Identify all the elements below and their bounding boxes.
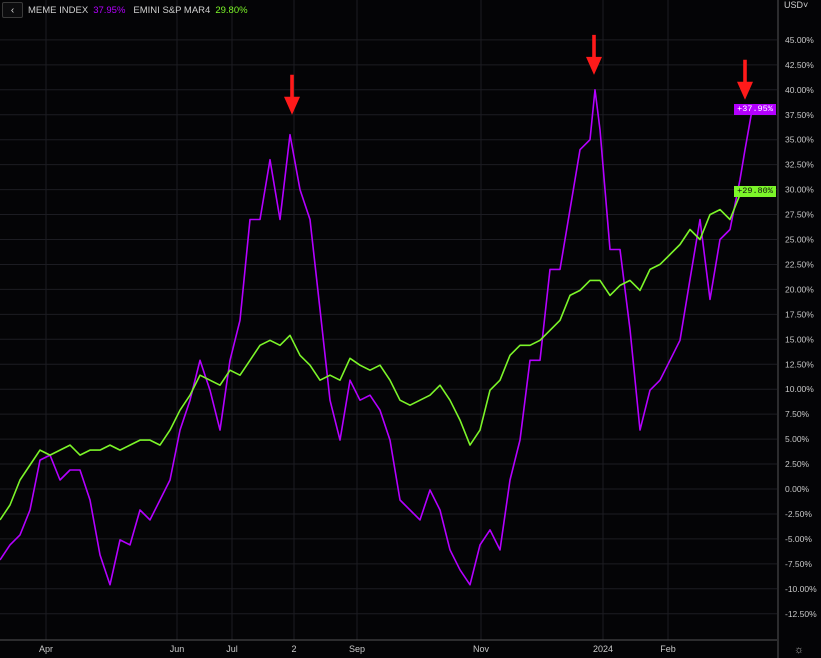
y-tick-label: 40.00% xyxy=(785,85,814,95)
chevron-left-icon[interactable]: ‹ xyxy=(2,2,23,18)
y-tick-label: 30.00% xyxy=(785,185,814,195)
y-tick-label: 37.50% xyxy=(785,110,814,120)
x-tick-label: Nov xyxy=(473,644,490,654)
red-arrow-annotation xyxy=(284,74,300,115)
x-tick-label: 2 xyxy=(291,644,296,654)
meme-price-tag: +37.95% xyxy=(734,104,776,115)
chart-legend: ‹ MEME INDEX 37.95% EMINI S&P MAR4 29.80… xyxy=(2,2,248,18)
y-tick-label: 15.00% xyxy=(785,334,814,344)
legend-emini-value: 29.80% xyxy=(215,4,248,16)
y-tick-label: 27.50% xyxy=(785,210,814,220)
currency-label: USD xyxy=(784,0,804,10)
y-tick-label: -12.50% xyxy=(785,609,817,619)
red-arrow-annotation xyxy=(737,59,753,100)
legend-meme-name: MEME INDEX xyxy=(28,4,89,16)
y-tick-label: 45.00% xyxy=(785,35,814,45)
x-tick-label: Feb xyxy=(660,644,676,654)
y-tick-label: 5.00% xyxy=(785,434,810,444)
y-tick-label: -7.50% xyxy=(785,559,812,569)
y-tick-label: 42.50% xyxy=(785,60,814,70)
red-arrow-annotation xyxy=(586,34,602,75)
x-tick-label: Jun xyxy=(170,644,185,654)
x-tick-label: 2024 xyxy=(593,644,613,654)
y-tick-label: 10.00% xyxy=(785,384,814,394)
y-tick-label: 12.50% xyxy=(785,359,814,369)
x-tick-label: Sep xyxy=(349,644,365,654)
y-tick-label: 17.50% xyxy=(785,309,814,319)
y-tick-label: -5.00% xyxy=(785,534,812,544)
y-tick-label: 20.00% xyxy=(785,284,814,294)
legend-meme-value: 37.95% xyxy=(93,4,126,16)
y-tick-label: 35.00% xyxy=(785,135,814,145)
y-tick-label: 7.50% xyxy=(785,409,810,419)
x-tick-label: Apr xyxy=(39,644,53,654)
chevron-down-icon: ˅ xyxy=(803,0,809,10)
y-tick-label: 32.50% xyxy=(785,160,814,170)
meme-index-line xyxy=(0,89,753,586)
gear-icon[interactable]: ☼ xyxy=(794,644,805,656)
legend-emini-name: EMINI S&P MAR4 xyxy=(133,4,211,16)
currency-selector[interactable]: USD˅ xyxy=(784,0,808,10)
y-tick-label: 25.00% xyxy=(785,235,814,245)
emini-price-tag: +29.80% xyxy=(734,186,776,197)
y-tick-label: -2.50% xyxy=(785,509,812,519)
y-tick-label: -10.00% xyxy=(785,584,817,594)
y-tick-label: 22.50% xyxy=(785,259,814,269)
y-tick-label: 2.50% xyxy=(785,459,810,469)
x-tick-label: Jul xyxy=(226,644,238,654)
emini-line xyxy=(0,190,753,521)
y-tick-label: 0.00% xyxy=(785,484,810,494)
